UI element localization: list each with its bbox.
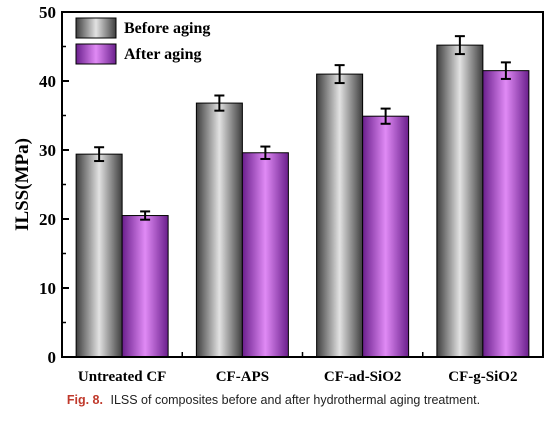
y-tick-label-20: 20 [39,210,56,229]
x-tick-label-3: CF-ad-SiO2 [324,369,402,385]
legend-swatch-after [75,43,117,65]
error-bar-before-3 [334,64,345,85]
bar-after-4 [482,70,530,358]
error-bar-before-4 [454,35,465,56]
bar-chart: Untreated CF CF-APS CF-ad-SiO2 CF-g-SiO2 0 10… [12,3,544,385]
bar-before-3 [316,73,364,358]
x-tick-label-1: Untreated CF [78,369,166,385]
y-tick-label-0: 0 [48,348,57,367]
bar-before-4 [436,44,484,358]
error-bar-after-2 [260,145,271,160]
bar-before-1 [75,153,123,358]
legend-swatch-before [75,17,117,39]
x-tick-label-2: CF-APS [216,369,269,385]
bar-after-2 [241,152,289,358]
error-bar-after-1 [140,210,151,221]
chart-legend: Before aging After aging [75,17,210,65]
bar-before-2 [195,102,243,358]
y-tick-label-10: 10 [39,279,56,298]
figure-caption: Fig. 8. ILSS of composites before and af… [0,393,547,407]
error-bar-before-2 [214,94,225,112]
error-bar-after-4 [500,61,511,80]
x-tick-label-4: CF-g-SiO2 [448,369,517,385]
error-bar-before-1 [94,146,105,163]
bar-after-1 [121,215,169,358]
error-bar-after-3 [380,107,391,125]
y-tick-label-30: 30 [39,141,56,160]
y-tick-label-50: 50 [39,3,56,22]
y-axis-label: ILSS(MPa) [12,138,33,231]
legend-label-before: Before aging [124,20,210,37]
figure-caption-text: ILSS of composites before and after hydr… [110,393,481,407]
y-tick-label-40: 40 [39,72,56,91]
legend-label-after: After aging [124,46,201,63]
figure-label: Fig. 8. [66,393,103,407]
bar-after-3 [362,115,410,358]
